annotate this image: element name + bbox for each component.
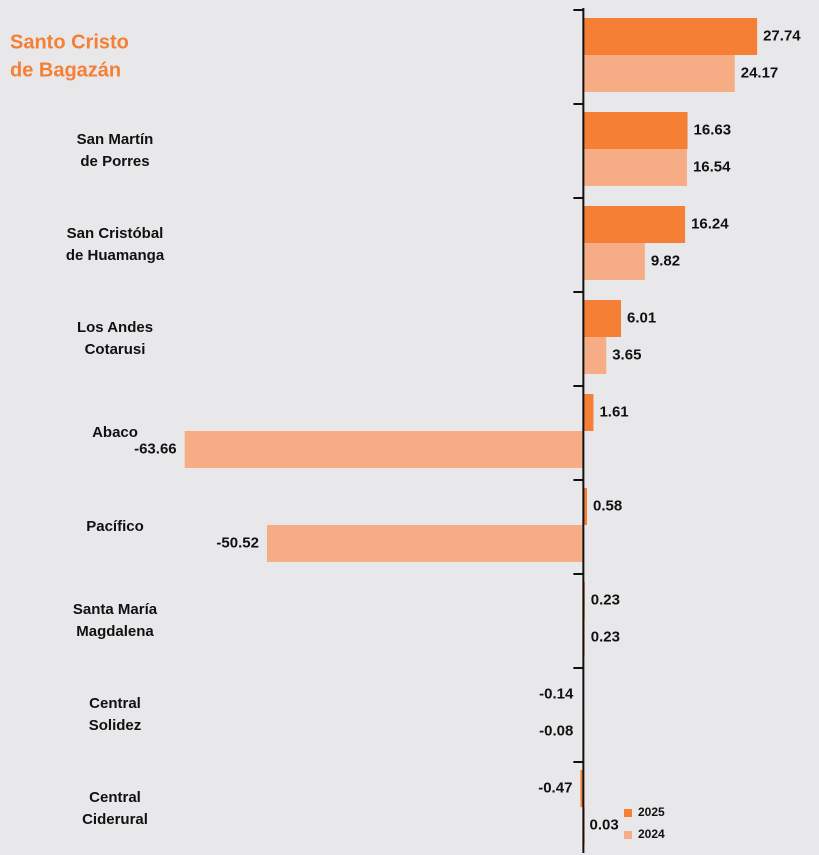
value-label: 27.74 xyxy=(763,27,801,44)
value-label: 0.23 xyxy=(591,591,620,608)
value-label: -0.14 xyxy=(539,685,574,702)
category-label: Central xyxy=(89,695,141,712)
value-label: -0.08 xyxy=(539,722,573,739)
value-label: -0.47 xyxy=(538,779,572,796)
bar xyxy=(583,300,622,337)
value-label: 9.82 xyxy=(651,252,680,269)
value-label: 16.63 xyxy=(694,121,732,138)
category-label: San Cristóbal xyxy=(67,225,164,242)
bar xyxy=(583,55,735,92)
category-label: Ciderural xyxy=(82,811,148,828)
bar xyxy=(583,394,594,431)
bar xyxy=(583,337,607,374)
value-label: 24.17 xyxy=(741,64,779,81)
value-label: 0.23 xyxy=(591,628,620,645)
value-label: 0.03 xyxy=(590,816,619,833)
category-label: Santa María xyxy=(73,601,158,618)
bar xyxy=(583,112,688,149)
value-label: -50.52 xyxy=(216,534,259,551)
category-label: de Porres xyxy=(80,153,149,170)
bar xyxy=(184,431,584,468)
category-label: Magdalena xyxy=(76,623,154,640)
legend-swatch xyxy=(624,809,632,817)
bar xyxy=(583,149,687,186)
bar xyxy=(583,18,758,55)
category-label: Cotarusi xyxy=(85,341,146,358)
value-label: 16.24 xyxy=(691,215,729,232)
category-label: Pacífico xyxy=(86,518,144,535)
value-label: 1.61 xyxy=(599,403,628,420)
category-label: Los Andes xyxy=(77,319,153,336)
category-label: Solidez xyxy=(89,717,142,734)
bar xyxy=(580,770,584,807)
value-label: 6.01 xyxy=(627,309,656,326)
legend: 2025 2024 xyxy=(624,805,665,841)
bar xyxy=(583,243,645,280)
category-label: de Huamanga xyxy=(66,247,165,264)
category-label: de Bagazán xyxy=(10,59,121,81)
bar xyxy=(583,206,686,243)
category-label: Central xyxy=(89,789,141,806)
category-label: Abaco xyxy=(92,424,138,441)
category-label: Santo Cristo xyxy=(10,31,129,53)
value-label: 3.65 xyxy=(612,346,641,363)
value-label: 16.54 xyxy=(693,158,731,175)
category-label: San Martín xyxy=(77,131,154,148)
bar xyxy=(583,488,588,525)
bar xyxy=(266,525,584,562)
legend-label: 2025 xyxy=(638,805,665,819)
legend-label: 2024 xyxy=(638,827,665,841)
value-label: 0.58 xyxy=(593,497,622,514)
value-label: -63.66 xyxy=(134,440,177,457)
legend-swatch xyxy=(624,831,632,839)
